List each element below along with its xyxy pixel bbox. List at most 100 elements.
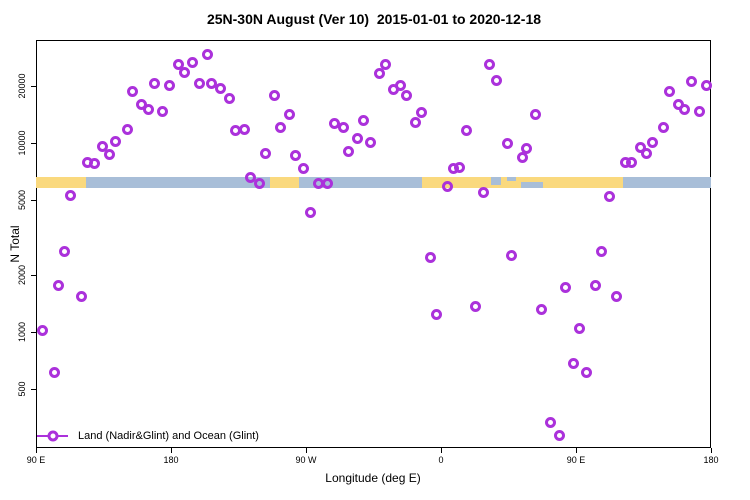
data-point	[253, 177, 265, 189]
land-segment	[36, 176, 86, 188]
y-tick-label: 500	[17, 381, 27, 397]
legend-marker-icon	[47, 430, 58, 442]
data-point	[75, 291, 87, 303]
data-point	[284, 108, 296, 120]
data-point	[126, 85, 138, 97]
data-point	[589, 280, 601, 292]
data-point	[410, 117, 422, 129]
x-tick	[171, 448, 172, 453]
data-point	[373, 67, 385, 79]
data-point	[416, 107, 428, 119]
legend-line-icon	[37, 430, 68, 442]
data-point	[611, 291, 623, 303]
data-point	[560, 282, 572, 294]
data-point	[342, 146, 354, 158]
y-tick-label: 2000	[17, 264, 27, 285]
data-point	[259, 147, 271, 159]
data-point	[149, 77, 161, 89]
data-point	[186, 57, 198, 69]
x-tick	[306, 448, 307, 453]
x-tick-label: 180	[163, 455, 179, 465]
data-point	[441, 181, 453, 193]
plot-area: Land (Nadir&Glint) and Ocean (Glint) 90 …	[17, 40, 719, 465]
data-point	[461, 125, 473, 137]
data-point	[163, 80, 175, 92]
x-tick	[711, 448, 712, 453]
y-tick	[31, 274, 36, 276]
data-point	[305, 207, 317, 219]
y-tick-label: 5000	[17, 189, 27, 210]
data-point	[634, 142, 646, 154]
data-point	[567, 357, 579, 369]
data-point	[490, 75, 502, 87]
data-point	[596, 246, 608, 258]
x-tick-label: 90 E	[566, 455, 586, 465]
data-point	[573, 323, 585, 335]
data-point	[516, 151, 528, 163]
data-point	[351, 133, 363, 145]
data-point	[64, 190, 76, 202]
data-point	[52, 280, 64, 292]
land-segment	[270, 176, 299, 188]
y-tick	[31, 142, 36, 144]
data-point	[401, 89, 413, 101]
ocean-band	[36, 176, 711, 188]
data-point	[506, 250, 518, 262]
data-point	[663, 85, 675, 97]
x-tick	[36, 448, 37, 453]
data-point	[647, 136, 659, 148]
data-point	[521, 143, 533, 155]
y-axis-title: N Total	[8, 225, 22, 263]
data-point	[173, 58, 185, 70]
ocean-patch	[520, 182, 543, 188]
y-tick	[31, 388, 36, 390]
data-point	[201, 49, 213, 61]
data-point	[245, 172, 257, 184]
ocean-patch	[507, 176, 516, 181]
x-tick-label: 90 W	[295, 455, 317, 465]
page-title: 25N-30N August (Ver 10) 2015-01-01 to 20…	[206, 11, 542, 27]
data-point	[36, 324, 48, 336]
data-point	[529, 109, 541, 121]
legend-label: Land (Nadir&Glint) and Ocean (Glint)	[78, 430, 259, 442]
data-point	[425, 252, 437, 264]
data-point	[365, 137, 377, 149]
x-tick	[441, 448, 442, 453]
data-point	[156, 106, 168, 118]
data-point	[103, 149, 115, 161]
data-point	[290, 150, 302, 162]
ocean-patch	[490, 176, 501, 185]
data-point	[48, 367, 60, 379]
data-point	[89, 158, 101, 170]
data-point	[657, 122, 669, 134]
data-point	[477, 187, 489, 199]
data-point	[337, 121, 349, 133]
data-point	[625, 157, 637, 169]
data-point	[223, 93, 235, 105]
data-point	[686, 76, 698, 88]
data-point	[110, 135, 122, 147]
data-point	[483, 58, 495, 70]
data-point	[380, 58, 392, 70]
data-point	[96, 141, 108, 153]
data-point	[178, 66, 190, 78]
data-point	[121, 123, 133, 135]
data-point	[431, 308, 443, 320]
data-point	[580, 367, 592, 379]
data-point	[275, 122, 287, 134]
data-point	[321, 177, 333, 189]
legend: Land (Nadir&Glint) and Ocean (Glint)	[37, 430, 259, 442]
x-tick-label: 180	[703, 455, 719, 465]
y-tick	[31, 199, 36, 201]
y-tick-label: 20000	[17, 73, 27, 99]
y-tick-label: 1000	[17, 321, 27, 342]
x-tick-label: 90 E	[26, 455, 46, 465]
data-point	[59, 246, 71, 258]
data-point	[641, 148, 653, 160]
data-point	[700, 80, 712, 92]
x-tick	[576, 448, 577, 453]
data-point	[193, 78, 205, 90]
data-point	[357, 115, 369, 127]
data-point	[470, 301, 482, 313]
